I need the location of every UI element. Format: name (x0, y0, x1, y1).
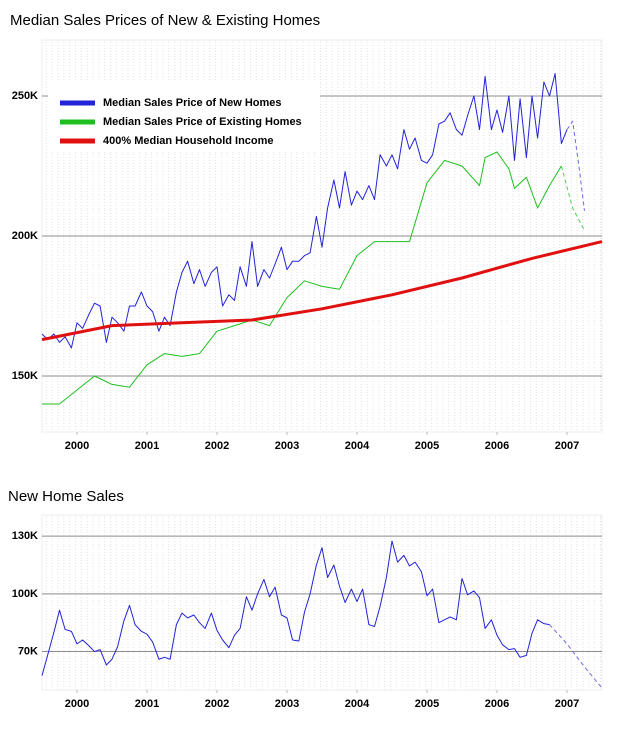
series-line (41, 540, 550, 676)
y-tick-label: 150K (12, 370, 38, 382)
x-tick-label: 2006 (485, 698, 509, 710)
chart-title: New Home Sales (8, 488, 124, 505)
x-tick-label: 2004 (345, 440, 370, 452)
x-tick-label: 2003 (275, 440, 299, 452)
y-tick-label: 200K (12, 230, 38, 242)
series-line (42, 151, 562, 405)
x-tick-label: 2003 (275, 698, 299, 710)
x-tick-label: 2006 (485, 440, 509, 452)
y-tick-label: 130K (12, 530, 38, 542)
chart-title: Median Sales Prices of New & Existing Ho… (10, 12, 320, 29)
dashed-line (560, 165, 585, 231)
series-line (41, 240, 603, 342)
legend: Median Sales Price of New Homes Median Sa… (48, 80, 320, 151)
series-line (41, 73, 568, 349)
x-tick-label: 2005 (415, 698, 439, 710)
x-tick-label: 2007 (555, 698, 579, 710)
legend-label: 400% Median Household Income (103, 135, 274, 147)
legend-label: Median Sales Price of New Homes (103, 97, 282, 109)
x-tick-label: 2000 (65, 698, 89, 710)
y-tick-label: 70K (18, 645, 38, 657)
x-tick-label: 2007 (555, 440, 579, 452)
x-tick-label: 2000 (65, 440, 89, 452)
dashed-line (566, 120, 585, 211)
x-tick-label: 2001 (135, 698, 159, 710)
y-tick-label: 250K (12, 90, 38, 102)
x-tick-label: 2005 (415, 440, 439, 452)
legend-label: Median Sales Price of Existing Homes (103, 116, 302, 128)
x-tick-label: 2002 (205, 440, 229, 452)
x-tick-label: 2004 (345, 698, 370, 710)
plot-area (41, 514, 603, 691)
y-tick-label: 100K (12, 588, 38, 600)
x-tick-label: 2001 (135, 440, 159, 452)
x-tick-label: 2002 (205, 698, 229, 710)
